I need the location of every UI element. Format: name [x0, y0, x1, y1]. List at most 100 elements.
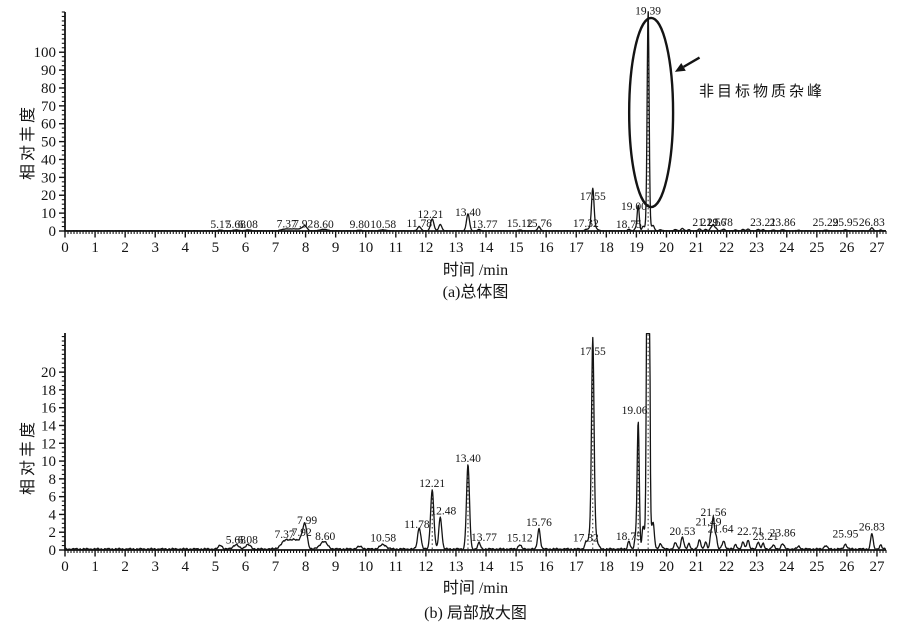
chart-b-peak-labels: 5.686.08 7.377.927.99 8.60 10.58 11.78 12.21 1… — [226, 346, 885, 546]
chart-a-axes — [64, 12, 886, 232]
chart-a-peak-label: 12.21 — [417, 209, 443, 221]
chart-a-peak-label: 5.17 — [210, 219, 230, 231]
chart-b-peak-label: 6.08 — [238, 534, 258, 546]
chart-a-peak-label: 21.29 — [692, 217, 718, 229]
chart-a-x-tick-label: 2 — [121, 240, 129, 256]
chart-a-x-tick-label: 24 — [779, 240, 795, 256]
chart-b-x-tick-label: 23 — [749, 559, 764, 575]
chart-a-peak-label: 11.78 — [407, 218, 433, 230]
chart-b-x-tick-label: 6 — [242, 559, 250, 575]
chart-a-x-tick-label: 13 — [448, 240, 463, 256]
chart-a-x-tick-label: 15 — [509, 240, 524, 256]
chart-b-peak-label: 26.83 — [859, 521, 885, 533]
chart-b-peak-label: 11.78 — [404, 519, 430, 531]
chart-b-peak-label: 21.49 — [696, 517, 722, 529]
chart-b-y-tick-label: 8 — [49, 472, 57, 488]
chart-b-x-axis-title: 时间 /min — [442, 580, 509, 597]
chart-a-x-tick-label: 0 — [61, 240, 69, 256]
chart-b-peak-label: 17.55 — [580, 346, 606, 358]
chart-b-peak-label: 17.32 — [573, 533, 599, 545]
chart-a-caption: (a)总体图 — [442, 284, 509, 301]
impurity-ellipse — [627, 16, 675, 209]
chart-a-peak-label: 17.55 — [580, 191, 606, 203]
chart-b-x-tick-label: 16 — [539, 559, 555, 575]
chart-a-x-tick-label: 8 — [302, 240, 310, 256]
chart-a-peak-label: 23.86 — [770, 217, 796, 229]
chart-b-apex-markers — [431, 334, 649, 549]
chart-b-y-tick-label: 20 — [41, 365, 56, 381]
chart-b-peak-label: 18.75 — [616, 531, 642, 543]
annotation-arrow-shaft — [682, 56, 701, 68]
chart-b-x-tick-label: 9 — [332, 559, 340, 575]
chart-b-caption: (b) 局部放大图 — [424, 605, 527, 622]
chart-b-x-tick-label: 2 — [121, 559, 129, 575]
chart-a-x-tick-label: 20 — [659, 240, 674, 256]
chart-b-peak-label: 7.99 — [297, 515, 317, 527]
chart-a-x-tick-label: 10 — [358, 240, 373, 256]
chart-b-x-tick-label: 4 — [182, 559, 190, 575]
chart-b-x-tick-label: 11 — [389, 559, 403, 575]
chart-a-x-tick-label: 12 — [418, 240, 433, 256]
chart-a-peak-label: 13.40 — [455, 207, 481, 219]
chart-b-peak-label: 10.58 — [370, 533, 396, 545]
chart-a-y-tick-label: 100 — [34, 45, 57, 61]
chart-b-peak-label: 20.53 — [669, 526, 695, 538]
chart-b-peak-label: 13.40 — [455, 453, 481, 465]
chart-a-annotation — [627, 16, 701, 209]
chart-a-peak-label: 21.78 — [707, 217, 733, 229]
chart-b-x-tick-label: 13 — [448, 559, 463, 575]
chart-a-x-tick-label: 5 — [212, 240, 220, 256]
chart-a-trace — [64, 11, 887, 232]
chart-b-y-tick-label: 12 — [41, 436, 56, 452]
chart-b-x-tick-label: 21 — [689, 559, 704, 575]
chart-a-x-tick-label: 18 — [599, 240, 614, 256]
chart-a-x-tick-label: 6 — [242, 240, 250, 256]
chart-b-peak-label: 15.12 — [507, 533, 533, 545]
chart-b-axes — [64, 333, 886, 551]
chart-a-x-tick-label: 9 — [332, 240, 340, 256]
chart-b-x-tick-label: 0 — [61, 559, 69, 575]
chart-b-x-tick-label: 5 — [212, 559, 220, 575]
chart-a-y-tick-label: 30 — [41, 170, 56, 186]
chart-b-peak-label: 8.60 — [315, 531, 335, 543]
chart-b-x-tick-label: 22 — [719, 559, 734, 575]
chart-a-peak-label: 9.80 — [350, 219, 370, 231]
chart-a-x-tick-label: 3 — [151, 240, 159, 256]
chart-a-x-tick-label: 25 — [809, 240, 824, 256]
chart-a-peak-label: 17.32 — [573, 218, 599, 230]
chart-b-y-tick-label: 4 — [49, 507, 57, 523]
chart-a-peak-label: 7.92 — [293, 218, 313, 230]
chart-a-y-tick-label: 0 — [49, 224, 57, 240]
chart-a-y-axis-title: 相对丰度 — [20, 103, 37, 181]
chart-a-peak-label: 25.95 — [832, 217, 858, 229]
impurity-annotation-label: 非目标物质杂峰 — [699, 84, 826, 100]
chart-b-x-tick-label: 14 — [479, 559, 495, 575]
chart-a: 0 1 2 3 4 5 6 7 8 9 10 11 12 13 14 15 16 17 18 19 20 21 22 23 24… — [34, 6, 887, 256]
chart-b-peak-label: 7.92 — [292, 527, 312, 539]
chart-b-peak-label: 19.06 — [622, 405, 648, 417]
chart-a-peak-label: 5.68 — [226, 219, 246, 231]
chart-b-y-tick-label: 2 — [49, 525, 57, 541]
chart-a-x-tick-label: 19 — [629, 240, 644, 256]
chart-b-peak-label: 12.48 — [430, 505, 456, 517]
chart-a-x-axis-title: 时间 /min — [442, 262, 509, 279]
chart-b-peak-label: 15.76 — [526, 517, 552, 529]
chart-a-y-tick-label: 60 — [41, 117, 56, 133]
chart-a-peak-label: 19.39 — [635, 6, 661, 18]
chart-a-peak-label: 13.77 — [472, 219, 498, 231]
chart-b-x-tick-label: 12 — [418, 559, 433, 575]
chart-a-peak-label: 26.83 — [859, 217, 885, 229]
chart-b-x-ticks: 0 1 2 3 4 5 6 7 8 9 10 11 12 13 14 15 16 17 18 19 20 21 22 23 24… — [61, 550, 887, 575]
chart-a-x-tick-label: 4 — [182, 240, 190, 256]
chart-a-peak-label: 15.76 — [526, 218, 552, 230]
chart-a-peak-label: 15.12 — [507, 218, 533, 230]
chart-a-y-tick-label: 80 — [41, 81, 56, 97]
chart-b-x-tick-label: 1 — [91, 559, 99, 575]
chart-b-x-tick-label: 15 — [509, 559, 524, 575]
chart-a-x-ticks: 0 1 2 3 4 5 6 7 8 9 10 11 12 13 14 15 16 17 18 19 20 21 22 23 24… — [61, 231, 887, 256]
chart-b-peak-label: 5.68 — [226, 534, 246, 546]
